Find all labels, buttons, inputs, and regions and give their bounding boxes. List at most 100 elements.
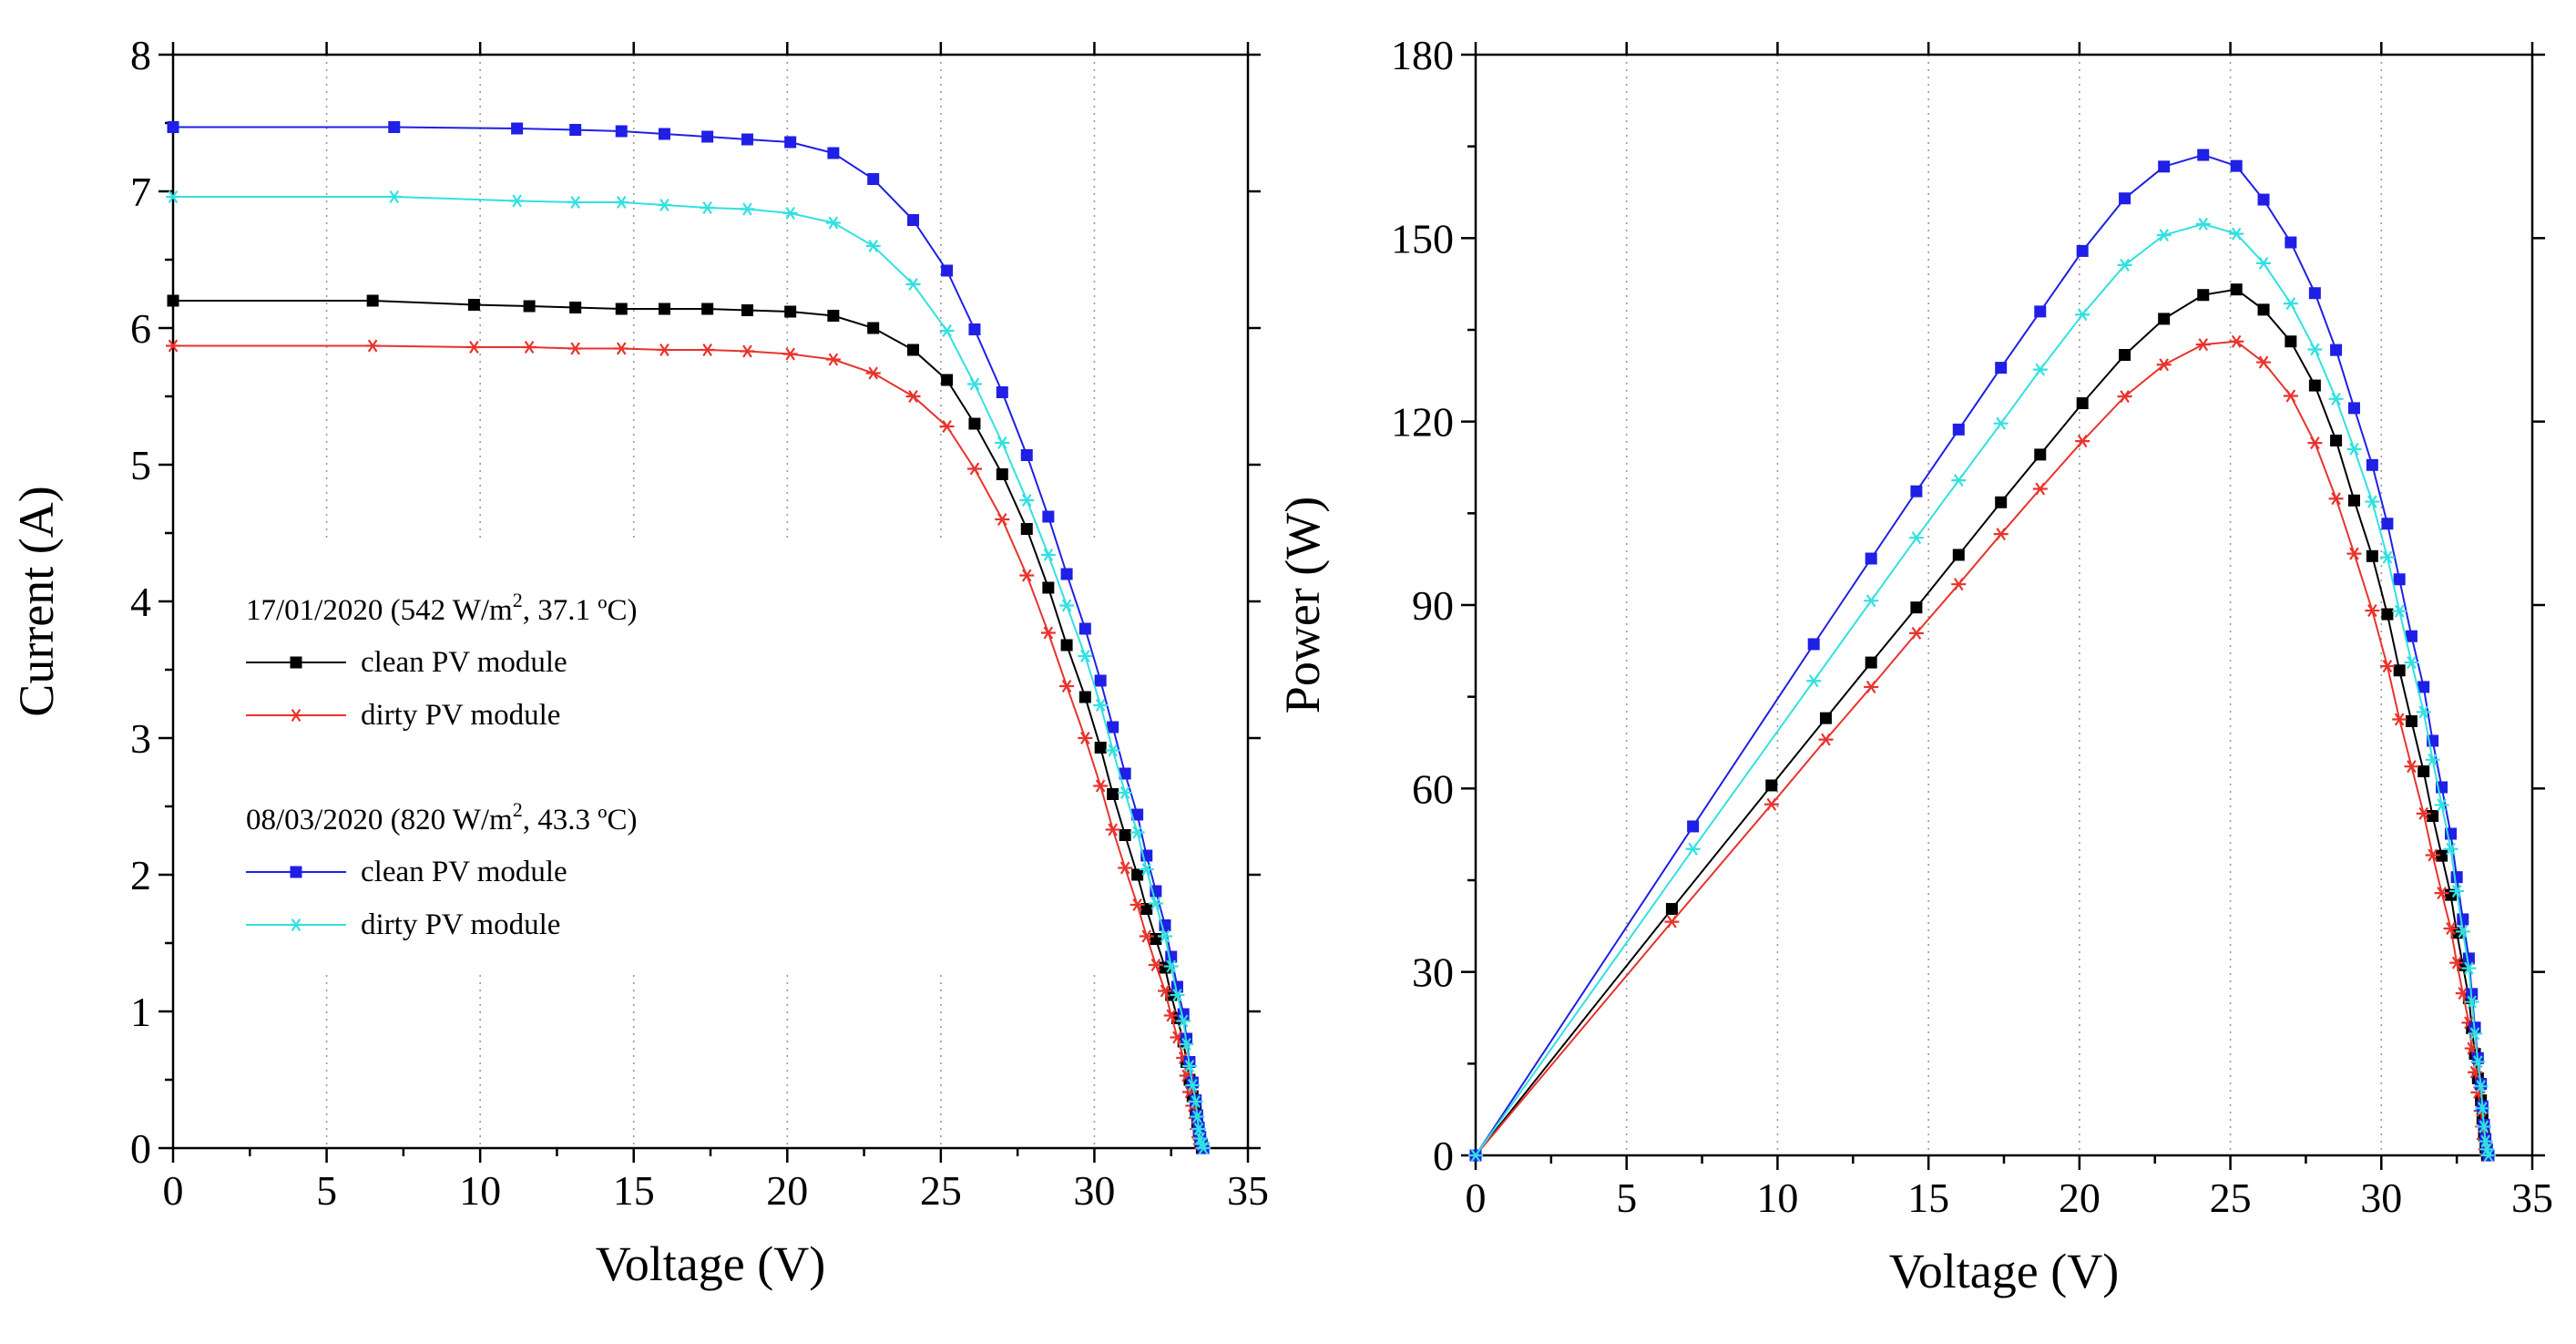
data-point xyxy=(466,340,482,354)
data-point xyxy=(1188,1094,1203,1109)
data-point xyxy=(614,195,629,210)
data-point xyxy=(2381,518,2394,530)
data-point xyxy=(2230,159,2243,172)
data-point xyxy=(1864,680,1879,693)
legend-swatch-marker xyxy=(290,866,302,878)
data-point xyxy=(2379,660,2395,673)
data-point xyxy=(1105,823,1120,836)
data-point xyxy=(2195,338,2211,352)
data-point xyxy=(1664,915,1680,928)
data-point xyxy=(1140,903,1153,915)
y-tick-label: 5 xyxy=(130,442,151,488)
legend-swatch-marker xyxy=(289,918,303,932)
data-point xyxy=(2418,765,2430,778)
pv-curve-panel: 0 5 10 15 20 25 30 35 0 30 60 90 120 150 180 Voltage (V… xyxy=(1275,32,2553,1298)
data-point xyxy=(1019,569,1035,582)
data-point xyxy=(2464,995,2479,1009)
data-point xyxy=(1468,1148,1483,1163)
legend-label: dirty PV module xyxy=(361,699,560,732)
data-point xyxy=(2468,1027,2483,1041)
data-point xyxy=(2075,308,2090,322)
data-point xyxy=(1687,820,1700,833)
data-point xyxy=(1993,416,2009,430)
data-point xyxy=(1094,742,1107,754)
y-tick-label: 8 xyxy=(130,32,151,78)
series-line xyxy=(1475,288,2489,1156)
data-point xyxy=(1131,808,1144,821)
data-point xyxy=(1951,474,1967,487)
series-08-03-2020-clean-pv-module xyxy=(167,121,1210,1154)
legend-entry: clean PV module xyxy=(246,646,567,679)
series-line xyxy=(173,300,1203,1149)
data-point xyxy=(1864,594,1879,608)
data-point xyxy=(995,512,1010,527)
x-tick-label: 15 xyxy=(1907,1175,1949,1221)
y-tick-label: 4 xyxy=(130,579,151,625)
y-tick-label: 60 xyxy=(1412,765,1454,812)
data-point xyxy=(2307,436,2323,450)
y-tick-label: 0 xyxy=(130,1125,151,1172)
data-point xyxy=(907,344,920,356)
data-point xyxy=(2436,849,2448,862)
data-point xyxy=(2416,806,2431,820)
data-point xyxy=(2405,630,2418,642)
data-point xyxy=(2425,848,2440,862)
y-tick-label: 1 xyxy=(130,989,151,1035)
data-point xyxy=(2450,871,2463,884)
data-point xyxy=(1952,549,1965,561)
data-point xyxy=(1042,510,1055,523)
data-point xyxy=(1818,733,1834,746)
series-line xyxy=(173,344,1203,1149)
data-point xyxy=(741,133,753,146)
data-point xyxy=(2308,379,2321,392)
data-point xyxy=(939,323,955,338)
data-point xyxy=(2392,604,2407,618)
data-point xyxy=(867,322,880,334)
y-tick-label: 3 xyxy=(130,715,151,762)
data-point xyxy=(2117,258,2132,272)
data-point xyxy=(968,417,981,430)
data-point xyxy=(1150,933,1162,945)
data-point xyxy=(784,136,797,149)
data-point xyxy=(1665,903,1678,916)
series-17-01-2020-clean-pv-module xyxy=(1469,283,2493,1162)
data-point xyxy=(2158,160,2171,173)
data-point xyxy=(2392,713,2407,726)
x-tick-label: 15 xyxy=(613,1167,655,1214)
x-tick-label: 10 xyxy=(1756,1175,1798,1221)
x-tick-label: 30 xyxy=(1073,1167,1115,1214)
data-point xyxy=(1139,862,1154,877)
data-point xyxy=(1119,829,1131,841)
y-tick-label: 0 xyxy=(1433,1133,1454,1179)
data-point xyxy=(1181,1059,1197,1073)
data-point xyxy=(167,121,179,133)
data-point xyxy=(2416,705,2431,719)
data-point xyxy=(2285,236,2297,249)
legend-entry: clean PV module xyxy=(246,856,567,888)
data-point xyxy=(825,353,841,366)
data-point xyxy=(2476,1120,2491,1134)
data-point xyxy=(1105,744,1120,757)
data-point xyxy=(1176,1014,1191,1028)
data-point xyxy=(2475,1102,2490,1115)
data-point xyxy=(740,344,755,358)
data-point xyxy=(2427,810,2439,823)
data-point xyxy=(2365,495,2380,508)
legend-label: clean PV module xyxy=(361,856,567,888)
x-tick-label: 20 xyxy=(766,1167,808,1214)
series-08-03-2020-clean-pv-module xyxy=(1469,149,2495,1162)
y-tick-label: 7 xyxy=(130,169,151,215)
data-point xyxy=(966,377,982,391)
y-tick-label: 90 xyxy=(1412,582,1454,629)
data-point xyxy=(1094,674,1107,687)
data-point xyxy=(567,342,583,355)
data-point xyxy=(2257,193,2270,206)
series-line xyxy=(1475,154,2489,1156)
data-point xyxy=(2457,913,2469,926)
series-line xyxy=(1475,222,2489,1156)
data-point xyxy=(2379,550,2395,564)
data-point xyxy=(2404,656,2419,670)
data-point xyxy=(2256,256,2272,270)
data-point xyxy=(1190,1110,1205,1123)
data-point xyxy=(907,214,920,226)
